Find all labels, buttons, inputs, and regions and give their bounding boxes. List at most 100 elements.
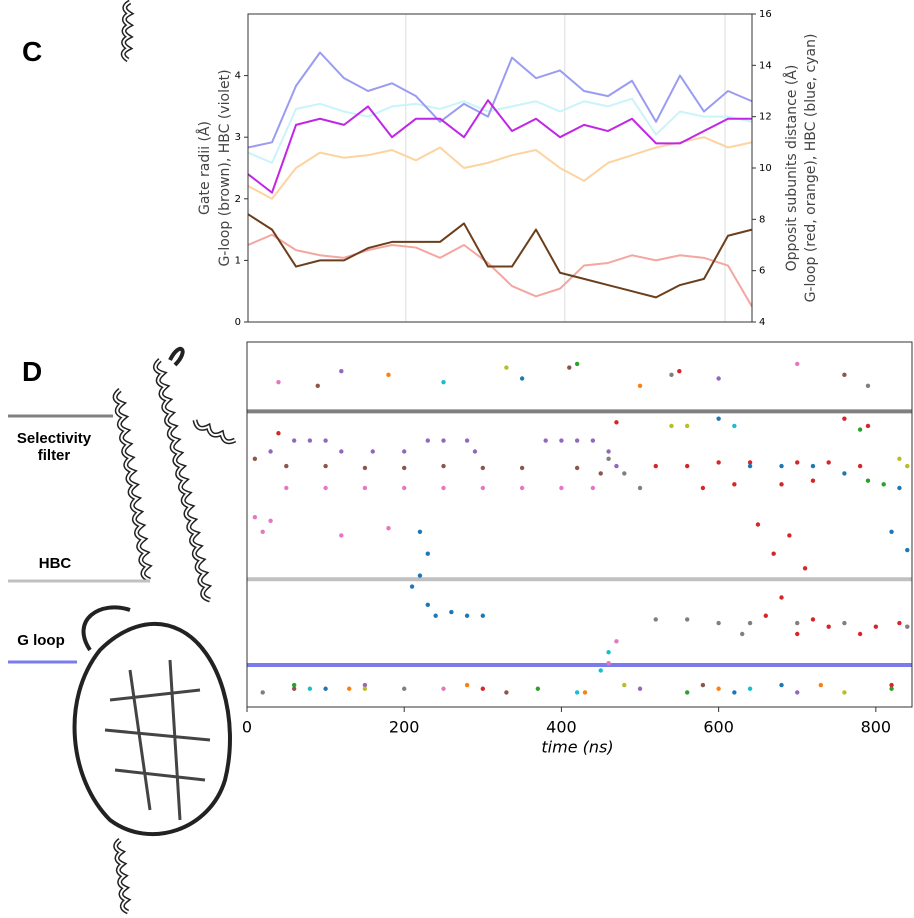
data-point (606, 650, 611, 655)
data-point (346, 686, 352, 691)
data-point (684, 463, 690, 469)
data-point (637, 383, 643, 388)
data-point (425, 602, 430, 607)
data-point (842, 416, 847, 421)
data-point (519, 465, 525, 471)
data-point (653, 617, 658, 622)
data-point (480, 465, 486, 471)
protein-cartoon (114, 389, 151, 581)
y-tick-label: 4 (235, 71, 241, 82)
plot-frame (246, 341, 913, 708)
data-line (247, 233, 753, 308)
data-point (252, 515, 258, 520)
data-point (307, 438, 313, 443)
data-point (480, 686, 486, 691)
data-point (480, 613, 486, 618)
data-point (716, 376, 721, 381)
data-point (276, 431, 281, 436)
data-line (247, 99, 752, 194)
data-point (362, 686, 368, 691)
data-point (276, 379, 281, 385)
y2-axis-label: Opposit subunits distance (Å) (783, 65, 800, 272)
data-point (441, 686, 446, 691)
data-point (795, 361, 800, 367)
data-point (323, 463, 328, 469)
protein-cartoon (81, 346, 185, 652)
data-point (763, 613, 768, 618)
data-point (842, 372, 847, 378)
data-point (386, 372, 391, 378)
data-point (669, 423, 674, 429)
panel-label: D (22, 356, 43, 387)
y-tick-label: 0 (235, 317, 241, 328)
data-point (417, 529, 423, 534)
data-point (417, 573, 423, 578)
data-point (386, 525, 391, 531)
data-point (559, 485, 564, 491)
data-point (441, 438, 446, 443)
data-point (622, 471, 627, 476)
data-point (810, 478, 816, 483)
y2-tick-label: 4 (759, 317, 765, 328)
data-point (362, 682, 368, 688)
data-point (905, 624, 910, 629)
data-point (795, 631, 800, 637)
data-point (590, 438, 596, 443)
data-point (779, 595, 784, 600)
protein-cartoon (194, 419, 236, 443)
y-axis-label: G-loop (brown), HBC (violet) (217, 69, 233, 266)
data-point (519, 376, 525, 381)
data-point (897, 456, 902, 461)
y2-tick-label: 14 (759, 60, 772, 71)
data-point (779, 682, 784, 688)
data-point (857, 427, 863, 432)
data-point (519, 485, 525, 491)
data-point (472, 449, 478, 454)
data-point (897, 620, 902, 626)
data-point (684, 617, 690, 622)
data-point (402, 686, 407, 691)
data-point (787, 533, 792, 538)
data-point (598, 471, 603, 476)
data-point (362, 485, 368, 491)
protein-cartoon (122, 1, 132, 61)
data-point (747, 460, 753, 465)
data-point (574, 361, 580, 367)
region-label: HBC (38, 555, 72, 572)
data-point (433, 613, 438, 618)
x-tick-label: 200 (389, 718, 420, 737)
data-point (260, 529, 265, 534)
data-point (252, 456, 258, 461)
x-axis-label: time (ns) (541, 738, 613, 757)
data-point (842, 471, 847, 476)
data-point (425, 438, 430, 443)
data-point (339, 449, 344, 454)
data-point (307, 686, 313, 691)
data-point (865, 423, 871, 429)
data-line (247, 136, 753, 200)
data-point (268, 518, 273, 524)
y2-tick-label: 10 (759, 163, 772, 174)
data-point (637, 485, 643, 491)
data-point (865, 383, 871, 388)
y-tick-label: 3 (235, 132, 241, 143)
y2-tick-label: 12 (759, 112, 772, 123)
data-point (732, 690, 737, 695)
data-point (464, 682, 470, 688)
protein-cartoon (104, 659, 211, 821)
data-point (700, 682, 706, 688)
y-tick-label: 1 (235, 255, 241, 266)
y-tick-label: 2 (235, 194, 241, 205)
data-point (543, 438, 548, 443)
data-point (590, 485, 596, 491)
data-point (716, 620, 721, 626)
data-point (441, 463, 446, 469)
data-point (795, 460, 800, 465)
data-point (779, 463, 784, 469)
data-point (370, 449, 375, 454)
data-line (247, 97, 753, 164)
data-point (323, 686, 328, 691)
x-tick-label: 0 (242, 718, 252, 737)
data-point (779, 482, 784, 487)
